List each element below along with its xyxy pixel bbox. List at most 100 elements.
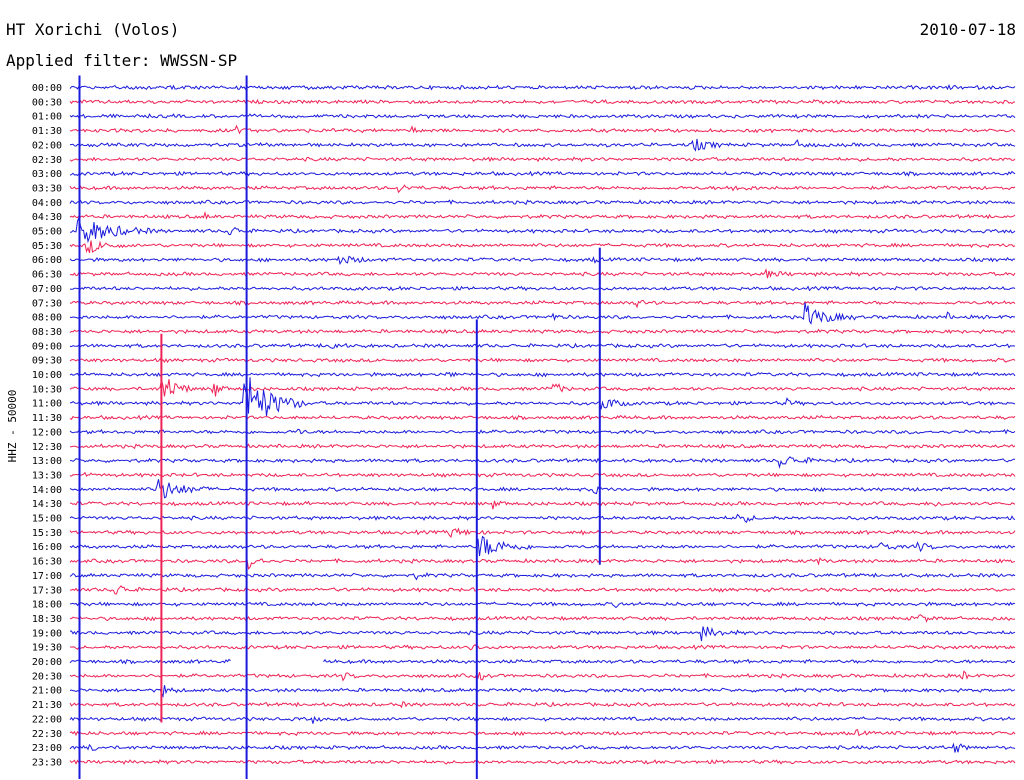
trace-line [69, 138, 1016, 152]
saturation-spike [475, 319, 478, 779]
trace-line [70, 377, 1016, 417]
row-time-label: 20:30 [32, 671, 62, 682]
row-time-label: 23:00 [32, 743, 62, 754]
saturation-spike [245, 75, 248, 779]
row-time-label: 16:00 [32, 542, 62, 553]
row-time-label: 08:00 [32, 313, 62, 324]
row-time-label: 12:30 [32, 442, 62, 453]
row-time-label: 16:30 [32, 557, 62, 568]
filter-label: Applied filter: WWSSN-SP [6, 51, 237, 70]
row-time-label: 06:30 [32, 270, 62, 281]
trace-line [69, 379, 1016, 397]
trace-line [69, 729, 1016, 737]
trace-line [69, 626, 1016, 642]
row-time-label: 19:00 [32, 628, 62, 639]
trace-line [69, 371, 1016, 378]
trace-line [69, 184, 1016, 194]
trace-line [69, 414, 1016, 421]
station-title: HT Xorichi (Volos) [6, 20, 179, 39]
row-time-label: 10:00 [32, 370, 62, 381]
trace-line [69, 479, 1016, 499]
trace-line [69, 357, 1016, 364]
trace-line [69, 715, 1016, 724]
trace-line [69, 513, 1016, 523]
trace-line [69, 302, 1016, 325]
row-time-label: 09:30 [32, 356, 62, 367]
trace-line [69, 255, 1016, 265]
y-axis-label: HHZ - 50000 [6, 390, 19, 463]
trace-line [70, 299, 1016, 309]
row-time-label: 07:00 [32, 284, 62, 295]
row-time-label: 00:00 [32, 83, 62, 94]
row-time-label: 14:30 [32, 499, 62, 510]
trace-line [69, 685, 1016, 698]
trace-line [69, 644, 1016, 651]
trace-line [69, 585, 1016, 595]
trace-line [69, 571, 1016, 581]
trace-line [69, 500, 1016, 510]
row-time-label: 00:30 [32, 97, 62, 108]
row-time-label: 19:30 [32, 643, 62, 654]
row-time-label: 22:30 [32, 729, 62, 740]
row-time-label: 04:00 [32, 198, 62, 209]
trace-line [69, 742, 1016, 753]
trace-line [69, 700, 1016, 709]
trace-line [69, 199, 1015, 206]
trace-line [69, 443, 1016, 450]
trace-line [69, 556, 1016, 570]
trace-line [69, 156, 1016, 163]
row-time-label: 14:00 [32, 485, 62, 496]
trace-line [69, 670, 1016, 682]
row-time-label: 06:00 [32, 255, 62, 266]
row-time-label: 05:30 [32, 241, 62, 252]
trace-line [69, 601, 1016, 609]
row-time-label: 03:00 [32, 169, 62, 180]
trace-line [69, 658, 1016, 665]
row-time-label: 02:30 [32, 155, 62, 166]
row-time-label: 08:30 [32, 327, 62, 338]
trace-line [69, 124, 1016, 135]
row-time-label: 10:30 [32, 384, 62, 395]
trace-line [69, 113, 1016, 120]
row-time-label: 17:30 [32, 585, 62, 596]
row-time-label: 17:00 [32, 571, 62, 582]
trace-line [69, 215, 1016, 244]
row-time-label: 13:30 [32, 470, 62, 481]
row-time-label: 15:00 [32, 514, 62, 525]
plot-date: 2010-07-18 [920, 20, 1016, 39]
row-time-label: 18:30 [32, 614, 62, 625]
row-time-label: 21:30 [32, 700, 62, 711]
trace-line [69, 285, 1016, 292]
trace-line [69, 535, 1016, 557]
trace-line [69, 268, 1016, 279]
trace-line [69, 210, 1016, 220]
trace-line [69, 342, 1016, 349]
trace-line [69, 84, 1016, 91]
saturation-spike [78, 75, 81, 779]
row-time-label: 05:00 [32, 227, 62, 238]
row-time-label: 13:00 [32, 456, 62, 467]
trace-line [69, 471, 1016, 478]
trace-line [69, 328, 1016, 335]
row-time-label: 11:30 [32, 413, 62, 424]
saturation-spike [598, 247, 601, 565]
row-time-label: 01:00 [32, 112, 62, 123]
trace-line [69, 759, 1016, 765]
trace-line [69, 614, 1016, 623]
row-time-label: 03:30 [32, 183, 62, 194]
row-time-label: 11:00 [32, 399, 62, 410]
trace-line [69, 527, 1016, 539]
saturation-spike [160, 333, 163, 723]
row-label-group: 00:00 00:30 01:00 01:30 02:00 02:30 03:00 03:30… [32, 83, 62, 768]
row-time-label: 21:00 [32, 686, 62, 697]
trace-line [69, 98, 1016, 105]
row-time-label: 20:00 [32, 657, 62, 668]
trace-line [69, 240, 1016, 254]
row-time-label: 18:00 [32, 600, 62, 611]
trace-line [70, 456, 1016, 469]
row-time-label: 15:30 [32, 528, 62, 539]
row-time-label: 07:30 [32, 298, 62, 309]
trace-line [69, 428, 1016, 435]
spike-group [78, 75, 601, 779]
